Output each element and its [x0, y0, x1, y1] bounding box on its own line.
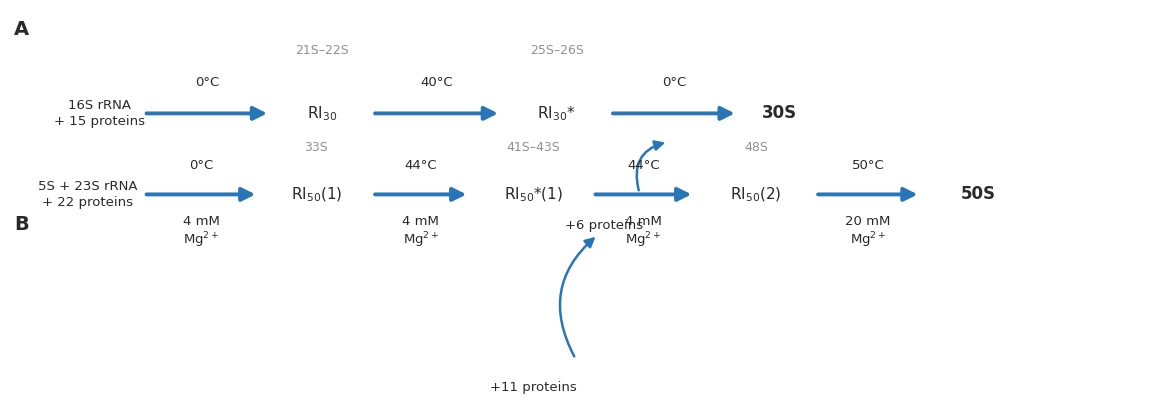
Text: 4 mM
Mg$^{2+}$: 4 mM Mg$^{2+}$	[183, 215, 219, 250]
Text: 50°C: 50°C	[852, 159, 884, 172]
Text: 30S: 30S	[762, 104, 797, 122]
Text: 0°C: 0°C	[189, 159, 213, 172]
Text: 48S: 48S	[744, 141, 768, 154]
Text: +6 proteins: +6 proteins	[565, 219, 642, 232]
Text: +11 proteins: +11 proteins	[490, 381, 577, 394]
Text: 33S: 33S	[305, 141, 328, 154]
Text: 40°C: 40°C	[421, 76, 452, 89]
Text: RI$_{30}$*: RI$_{30}$*	[538, 104, 575, 123]
Text: 4 mM
Mg$^{2+}$: 4 mM Mg$^{2+}$	[402, 215, 440, 250]
Text: 0°C: 0°C	[195, 76, 219, 89]
Text: RI$_{50}$*(1): RI$_{50}$*(1)	[504, 185, 563, 204]
Text: 50S: 50S	[961, 185, 996, 203]
Text: 0°C: 0°C	[662, 76, 686, 89]
Text: 5S + 23S rRNA
+ 22 proteins: 5S + 23S rRNA + 22 proteins	[39, 180, 137, 209]
Text: 44°C: 44°C	[627, 159, 660, 172]
Text: 25S–26S: 25S–26S	[530, 44, 584, 57]
Text: 20 mM
Mg$^{2+}$: 20 mM Mg$^{2+}$	[845, 215, 891, 250]
Text: RI$_{50}$(1): RI$_{50}$(1)	[291, 185, 342, 204]
Text: 44°C: 44°C	[404, 159, 437, 172]
Text: RI$_{30}$: RI$_{30}$	[307, 104, 338, 123]
Text: 21S–22S: 21S–22S	[295, 44, 349, 57]
Text: B: B	[14, 215, 29, 234]
Text: 41S–43S: 41S–43S	[506, 141, 560, 154]
Text: 16S rRNA
+ 15 proteins: 16S rRNA + 15 proteins	[54, 99, 145, 128]
Text: A: A	[14, 20, 29, 39]
Text: 4 mM
Mg$^{2+}$: 4 mM Mg$^{2+}$	[625, 215, 662, 250]
Text: RI$_{50}$(2): RI$_{50}$(2)	[730, 185, 782, 204]
